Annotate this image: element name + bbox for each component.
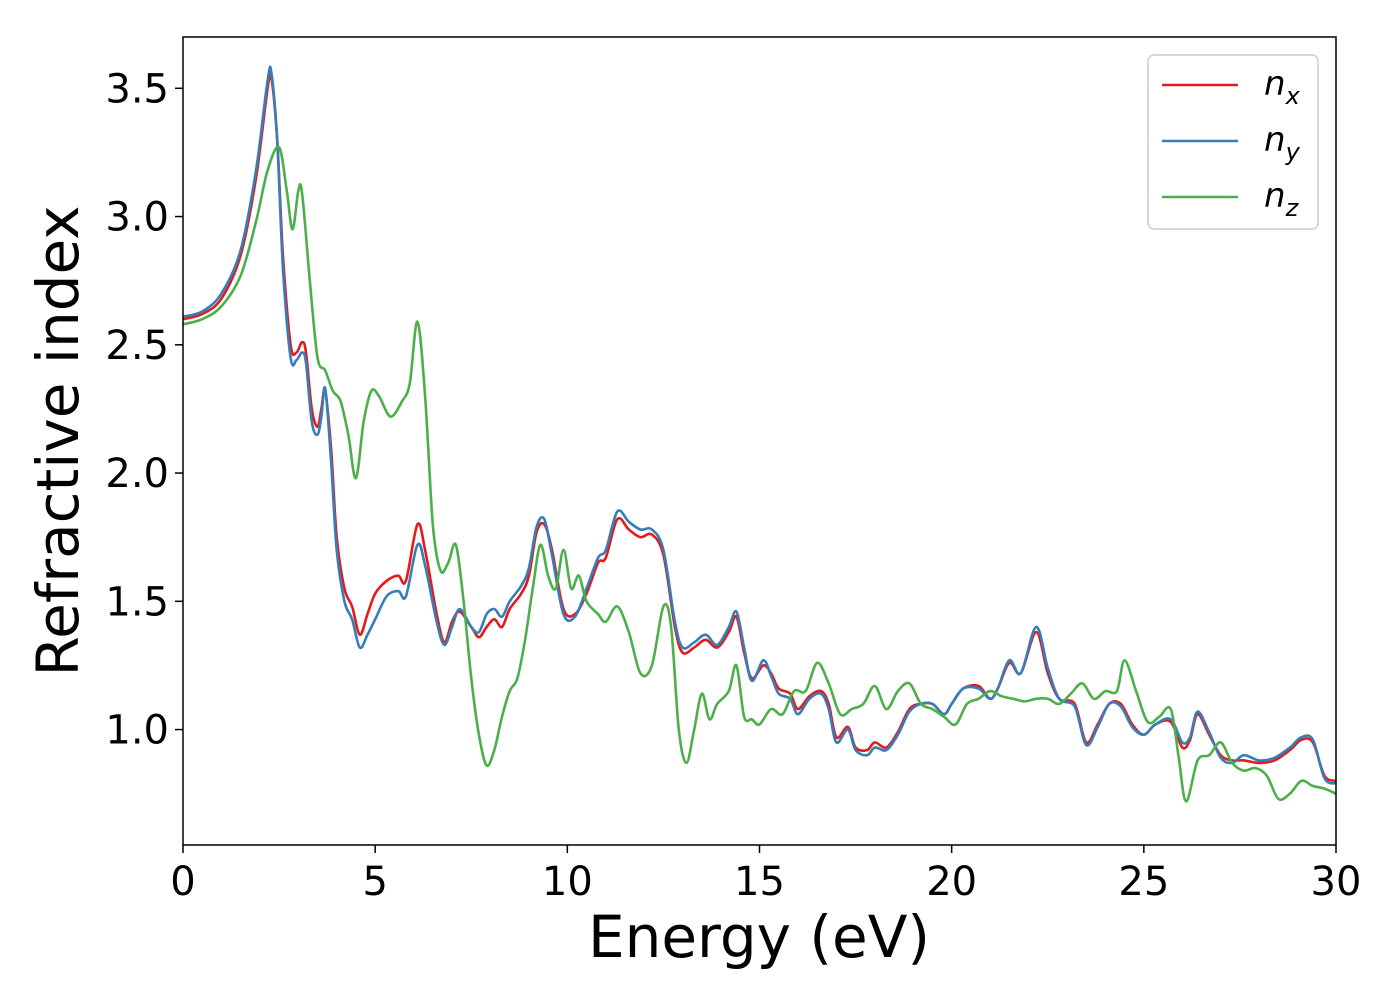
y-tick-label: 2.5 xyxy=(105,323,169,369)
x-tick-label: 30 xyxy=(1311,859,1362,905)
y-axis-title: Refractive index xyxy=(24,205,92,676)
x-tick-label: 25 xyxy=(1118,859,1169,905)
y-tick-label: 3.0 xyxy=(105,195,169,241)
y-tick-label: 1.0 xyxy=(105,708,169,754)
series-line-z xyxy=(183,145,1336,803)
x-tick-label: 0 xyxy=(170,859,195,905)
x-axis-title: Energy (eV) xyxy=(588,903,930,971)
legend-label-z: nz xyxy=(1264,176,1300,222)
x-axis-ticks: 0 5 10 15 20 25 30 xyxy=(170,845,1361,905)
x-tick-label: 20 xyxy=(926,859,977,905)
series-line-y xyxy=(183,65,1336,785)
y-tick-label: 2.0 xyxy=(105,451,169,497)
x-tick-label: 10 xyxy=(542,859,593,905)
plot-lines xyxy=(183,65,1336,803)
legend-label-x: nx xyxy=(1264,64,1301,110)
legend-label-y: ny xyxy=(1264,120,1301,166)
y-axis-ticks: 1.0 1.5 2.0 2.5 3.0 3.5 xyxy=(105,66,183,754)
x-tick-label: 15 xyxy=(734,859,785,905)
x-tick-label: 5 xyxy=(362,859,387,905)
legend: nx ny nz xyxy=(1147,54,1319,230)
y-tick-label: 3.5 xyxy=(105,66,169,112)
y-tick-label: 1.5 xyxy=(105,579,169,625)
